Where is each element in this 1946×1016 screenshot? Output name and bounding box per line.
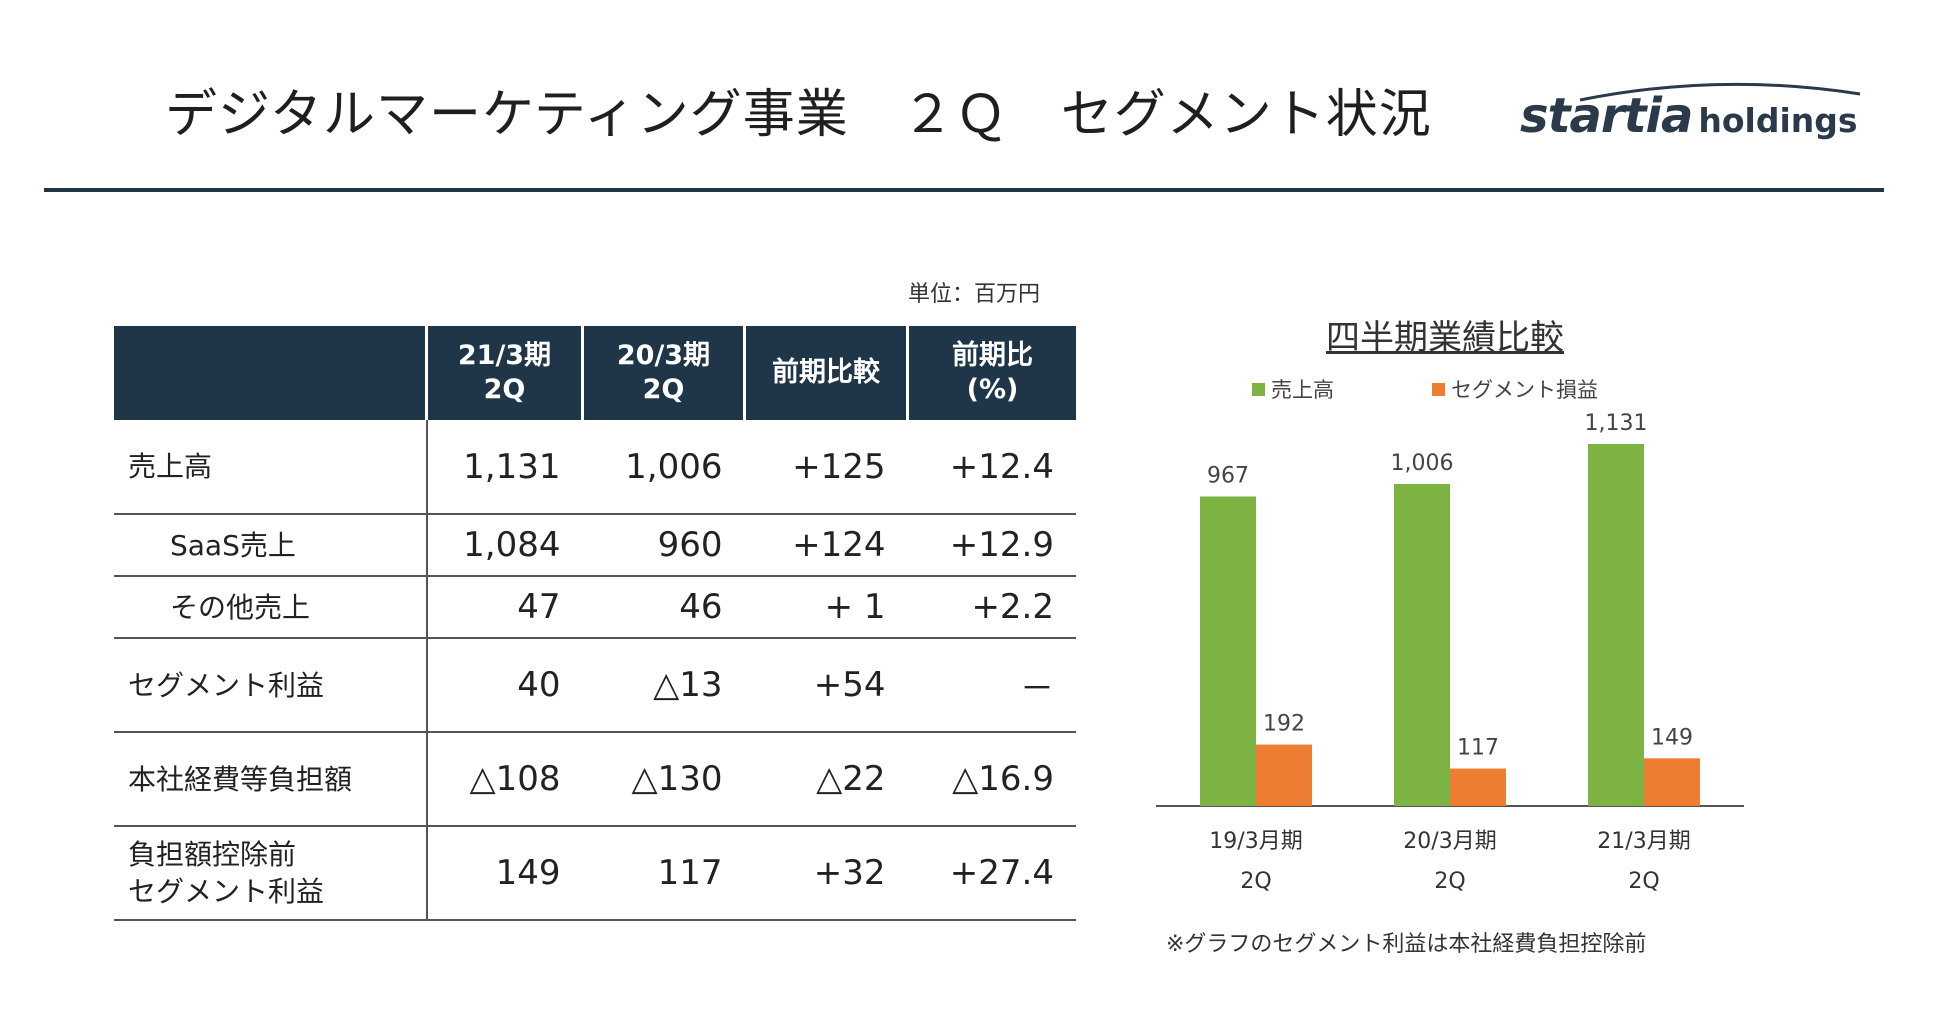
table-cell: 960 [582,514,745,577]
bar-profit [1450,768,1506,806]
table-header-row: 21/3期 2Q 20/3期 2Q 前期比較 前期比 (%) [114,326,1076,420]
table-cell: △16.9 [907,732,1076,827]
table-cell: +54 [744,638,908,733]
table-row: 本社経費等負担額 △108 △130 △22 △16.9 [114,732,1076,827]
bar-sales [1588,444,1644,806]
table-cell: 46 [582,576,745,639]
table-cell: △22 [744,732,908,827]
data-label: 117 [1457,736,1499,761]
data-label: 1,131 [1585,411,1648,436]
bar-profit [1256,744,1312,806]
table-row: 負担額控除前 セグメント利益 149 117 +32 +27.4 [114,826,1076,921]
table-cell: △108 [426,732,583,827]
x-tick-label: 2Q [1628,869,1659,894]
data-label: 967 [1207,463,1249,488]
table-cell: + 1 [744,576,908,639]
header-divider [44,188,1884,192]
table-cell: +27.4 [907,826,1076,921]
table-cell: 117 [582,826,745,921]
logo-sub: holdings [1698,101,1858,140]
page-title: デジタルマーケティング事業 ２Ｑ セグメント状況 [165,85,1432,145]
table-cell: +2.2 [907,576,1076,639]
unit-label: 単位：百万円 [908,282,1041,307]
legend-item-profit: セグメント損益 [1432,374,1598,404]
table-cell: － [907,638,1076,733]
table-cell: 1,006 [582,420,745,515]
table-header-diff: 前期比較 [743,326,908,420]
legend-label-sales: 売上高 [1271,378,1334,402]
segment-table: 21/3期 2Q 20/3期 2Q 前期比較 前期比 (%) 売上高 1,131 1… [114,326,1076,921]
company-logo: startia holdings [1520,88,1858,144]
x-tick-label: 19/3月期 [1209,829,1302,854]
table-cell: +12.9 [907,514,1076,577]
table-cell: 1,084 [426,514,583,577]
table-cell: +32 [744,826,908,921]
table-cell: +12.4 [907,420,1076,515]
x-tick-label: 2Q [1434,869,1465,894]
chart-title: 四半期業績比較 [1326,318,1564,358]
data-label: 192 [1263,712,1305,737]
chart-footnote: ※グラフのセグメント利益は本社経費負担控除前 [1166,932,1647,957]
logo-swoosh-icon [1579,82,1861,102]
bar-chart: 967 192 19/3月期 2Q 1,006 117 20/3月期 2Q 1,131 149 21… [1156,411,1744,894]
legend-swatch-profit [1432,382,1445,396]
legend-item-sales: 売上高 [1252,374,1334,404]
x-tick-label: 2Q [1240,869,1271,894]
data-label: 149 [1651,725,1693,750]
bar-sales [1394,484,1450,806]
bar-profit [1644,758,1700,806]
table-cell: 149 [426,826,583,921]
legend-swatch-sales [1252,382,1265,396]
x-tick-label: 20/3月期 [1403,829,1496,854]
x-tick-label: 21/3月期 [1597,829,1690,854]
table-cell: +124 [744,514,908,577]
table-row: 売上高 1,131 1,006 +125 +12.4 [114,420,1076,515]
table-row-label: SaaS売上 [114,514,428,577]
table-cell: △13 [582,638,745,733]
table-cell: +125 [744,420,908,515]
table-header-21-2q: 21/3期 2Q [425,326,583,420]
table-row-label: その他売上 [114,576,428,639]
table-header-label [114,326,427,420]
bar-sales [1200,496,1256,806]
table-cell: 1,131 [426,420,583,515]
table-row: セグメント利益 40 △13 +54 － [114,638,1076,733]
table-cell: 47 [426,576,583,639]
table-row-label: 負担額控除前 セグメント利益 [114,826,428,921]
table-row: その他売上 47 46 + 1 +2.2 [114,576,1076,639]
logo-brand: startia [1520,88,1693,144]
table-row: SaaS売上 1,084 960 +124 +12.9 [114,514,1076,577]
legend-label-profit: セグメント損益 [1451,378,1598,402]
table-header-ratio: 前期比 (%) [906,326,1076,420]
table-cell: 40 [426,638,583,733]
data-label: 1,006 [1391,451,1454,476]
table-cell: △130 [582,732,745,827]
table-row-label: 本社経費等負担額 [114,732,428,827]
table-row-label: セグメント利益 [114,638,428,733]
table-header-20-2q: 20/3期 2Q [581,326,745,420]
table-row-label: 売上高 [114,420,428,515]
